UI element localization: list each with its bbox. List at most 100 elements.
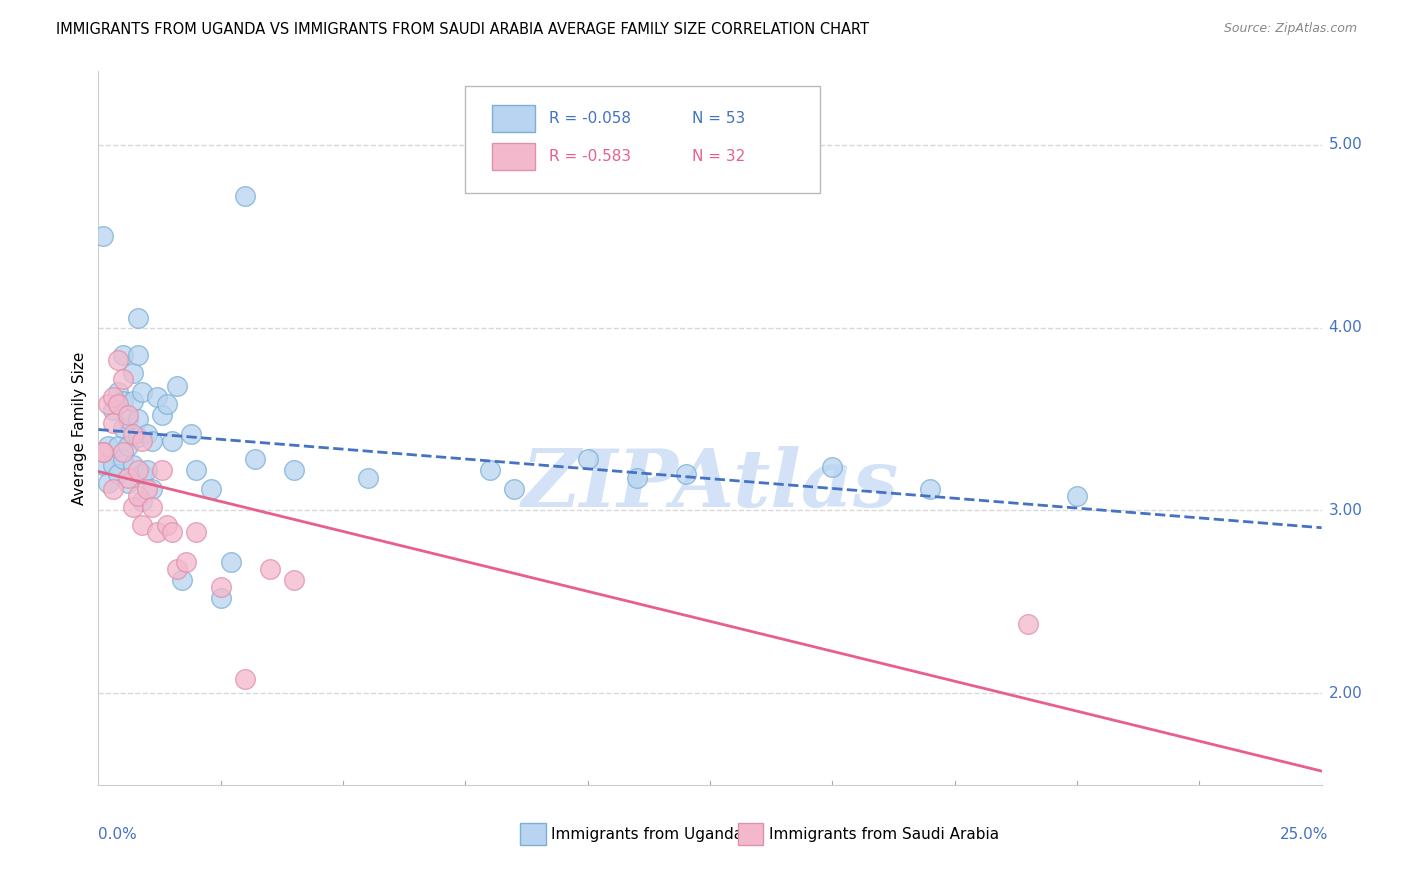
Point [111,452,134,467]
Point [127,489,149,503]
Text: 4.00: 4.00 [1329,320,1362,335]
Point [186,525,208,540]
Point [626,470,648,484]
Point [186,463,208,477]
Point [97,440,120,454]
Point [91,229,114,244]
Point [111,348,134,362]
Point [121,393,143,408]
Point [101,416,124,430]
Point [127,430,149,444]
Text: 5.00: 5.00 [1329,137,1362,152]
Point [111,445,134,459]
Point [131,518,153,533]
Point [576,452,599,467]
Text: IMMIGRANTS FROM UGANDA VS IMMIGRANTS FROM SAUDI ARABIA AVERAGE FAMILY SIZE CORRE: IMMIGRANTS FROM UGANDA VS IMMIGRANTS FRO… [56,22,869,37]
Point [127,463,149,477]
Point [111,372,134,386]
Text: N = 32: N = 32 [692,149,745,164]
Bar [492,143,536,169]
Point [101,458,124,472]
Text: 3.00: 3.00 [1329,503,1362,518]
Point [101,402,124,417]
Point [176,555,198,569]
Point [136,482,159,496]
Point [131,434,153,448]
Point [160,434,183,448]
Point [283,573,305,587]
Point [821,459,844,474]
Point [166,562,188,576]
Point [101,390,124,404]
Text: Immigrants from Saudi Arabia: Immigrants from Saudi Arabia [769,827,1000,841]
Point [146,525,169,540]
Point [97,476,120,491]
Point [243,452,266,467]
Text: 25.0%: 25.0% [1281,827,1329,841]
Point [111,421,134,435]
Point [107,397,129,411]
Point [146,390,169,404]
Point [170,573,193,587]
Point [160,525,183,540]
Point [219,555,242,569]
Point [91,458,114,472]
Point [111,393,134,408]
Point [127,348,149,362]
Point [503,482,526,496]
Point [91,445,114,459]
Point [131,467,153,481]
FancyBboxPatch shape [465,86,820,193]
Point [121,366,143,380]
Point [1066,489,1088,503]
Point [131,494,153,508]
Point [131,384,153,399]
Point [209,591,232,606]
Point [166,379,188,393]
Point [150,463,173,477]
Point [233,672,256,686]
Text: ZIPAtlas: ZIPAtlas [522,447,898,524]
Text: 0.0%: 0.0% [98,827,138,841]
Point [117,440,139,454]
Point [200,482,222,496]
Point [141,434,163,448]
Point [117,476,139,491]
Point [675,467,697,481]
Point [117,470,139,484]
Text: R = -0.058: R = -0.058 [548,111,630,126]
Point [209,580,232,594]
Point [150,409,173,423]
Point [127,311,149,326]
Point [283,463,305,477]
Point [478,463,501,477]
Point [121,500,143,514]
Point [136,463,159,477]
Point [117,412,139,426]
Point [97,397,120,411]
Point [141,500,163,514]
Text: R = -0.583: R = -0.583 [548,149,631,164]
Point [107,440,129,454]
Point [180,426,202,441]
Point [136,426,159,441]
Point [107,384,129,399]
Text: 2.00: 2.00 [1329,686,1362,701]
Point [107,467,129,481]
Text: Immigrants from Uganda: Immigrants from Uganda [551,827,744,841]
Point [101,482,124,496]
Point [121,458,143,472]
Y-axis label: Average Family Size: Average Family Size [72,351,87,505]
Text: N = 53: N = 53 [692,111,745,126]
Point [259,562,281,576]
Point [127,412,149,426]
Bar [492,105,536,132]
Text: Source: ZipAtlas.com: Source: ZipAtlas.com [1223,22,1357,36]
Point [156,518,179,533]
Point [920,482,942,496]
Point [156,397,179,411]
Point [141,482,163,496]
Point [356,470,378,484]
Point [121,426,143,441]
Point [107,353,129,368]
